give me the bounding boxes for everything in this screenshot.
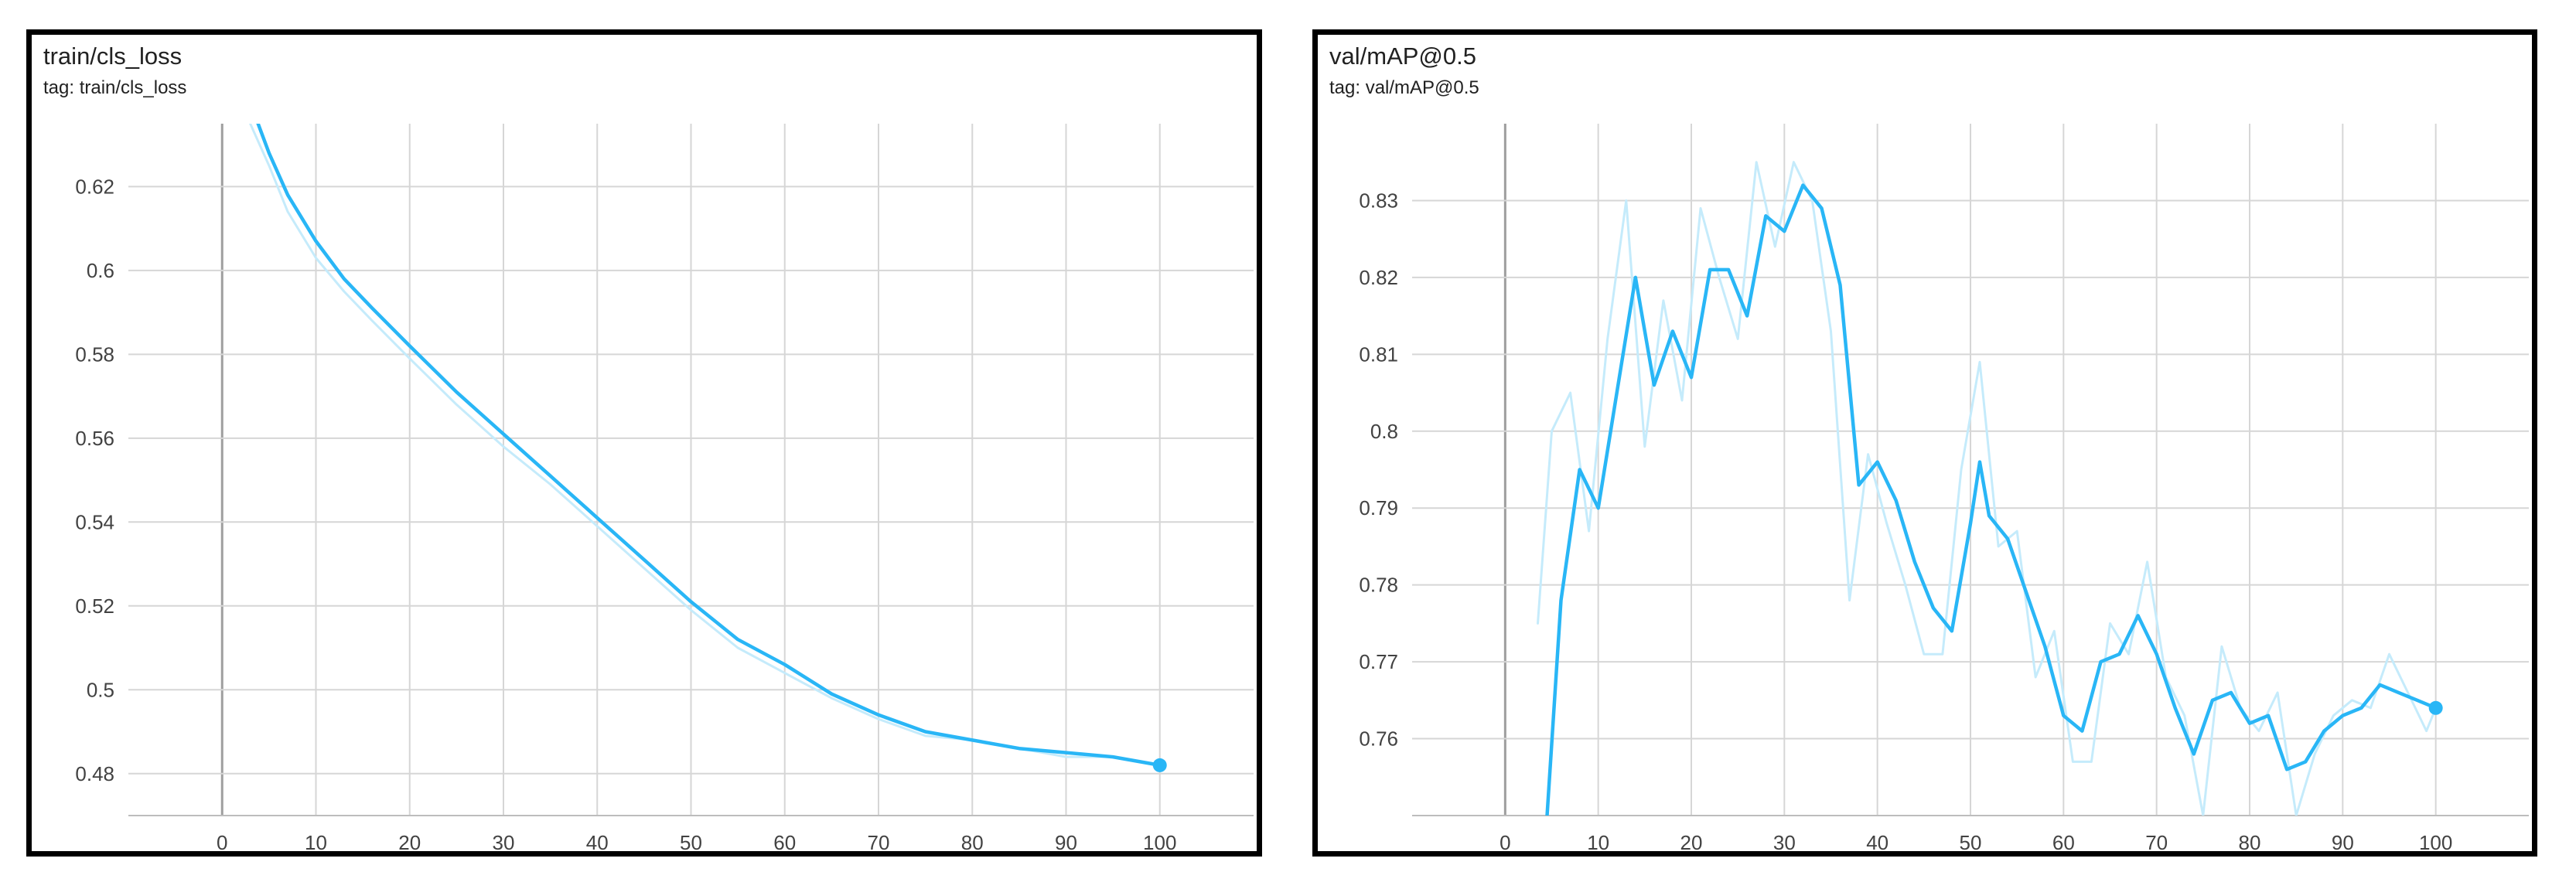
x-tick-label: 40 <box>586 831 609 851</box>
x-tick-label: 20 <box>398 831 421 851</box>
x-tick-label: 50 <box>680 831 702 851</box>
x-tick-label: 100 <box>2419 831 2452 851</box>
x-tick-label: 70 <box>868 831 890 851</box>
x-tick-label: 100 <box>1143 831 1176 851</box>
y-tick-label: 0.48 <box>75 762 114 785</box>
x-tick-label: 0 <box>1500 831 1510 851</box>
x-tick-label: 30 <box>493 831 515 851</box>
x-tick-label: 10 <box>1587 831 1609 851</box>
panel-title: val/mAP@0.5 <box>1329 43 1476 70</box>
x-tick-label: 30 <box>1773 831 1796 851</box>
chart-map: 0.76 0.77 0.78 0.79 0.8 0.81 0.82 0.83 0 10 20 30 40… <box>1359 124 2529 851</box>
y-tick-label: 0.58 <box>75 342 114 366</box>
x-tick-label: 10 <box>305 831 327 851</box>
x-tick-label: 50 <box>1960 831 1982 851</box>
x-tick-label: 40 <box>1866 831 1888 851</box>
smoothed-series-line <box>256 124 1162 768</box>
y-tick-label: 0.56 <box>75 427 114 450</box>
y-tick-label: 0.82 <box>1359 266 1398 289</box>
y-tick-label: 0.62 <box>75 175 114 198</box>
x-tick-label: 60 <box>2052 831 2075 851</box>
x-tick-label: 90 <box>2332 831 2354 851</box>
last-point-marker <box>1152 758 1167 772</box>
y-tick-label: 0.83 <box>1359 189 1398 212</box>
y-tick-label: 0.8 <box>1370 420 1398 443</box>
raw-series-line <box>1537 161 2438 816</box>
panel-title: train/cls_loss <box>43 43 183 70</box>
chart-panel-cls-loss: train/cls_loss tag: train/cls_loss 0.48 0… <box>26 29 1262 857</box>
x-tick-label: 0 <box>217 831 227 851</box>
y-tick-label: 0.54 <box>75 510 114 533</box>
panel-tag: tag: val/mAP@0.5 <box>1329 77 1479 98</box>
y-tick-label: 0.5 <box>87 678 114 701</box>
chart-panel-map: val/mAP@0.5 tag: val/mAP@0.5 0.76 0.77 0.7… <box>1312 29 2537 857</box>
y-tick-label: 0.6 <box>87 259 114 282</box>
y-tick-label: 0.81 <box>1359 342 1398 366</box>
x-tick-label: 20 <box>1680 831 1703 851</box>
last-point-marker <box>2428 700 2443 715</box>
y-tick-label: 0.76 <box>1359 727 1398 751</box>
y-tick-label: 0.78 <box>1359 574 1398 597</box>
y-tick-label: 0.77 <box>1359 650 1398 673</box>
x-tick-label: 80 <box>2239 831 2261 851</box>
x-tick-label: 80 <box>961 831 984 851</box>
x-tick-label: 60 <box>773 831 796 851</box>
y-tick-label: 0.52 <box>75 594 114 618</box>
x-tick-label: 90 <box>1055 831 1077 851</box>
smoothed-series-line <box>1545 183 2438 816</box>
chart-cls-loss: 0.48 0.5 0.52 0.54 0.56 0.58 0.6 0.62 0 10 20 30 40 5… <box>75 124 1254 851</box>
y-tick-label: 0.79 <box>1359 496 1398 519</box>
panel-tag: tag: train/cls_loss <box>43 77 187 98</box>
x-tick-label: 70 <box>2145 831 2168 851</box>
raw-series-line <box>249 124 1162 767</box>
